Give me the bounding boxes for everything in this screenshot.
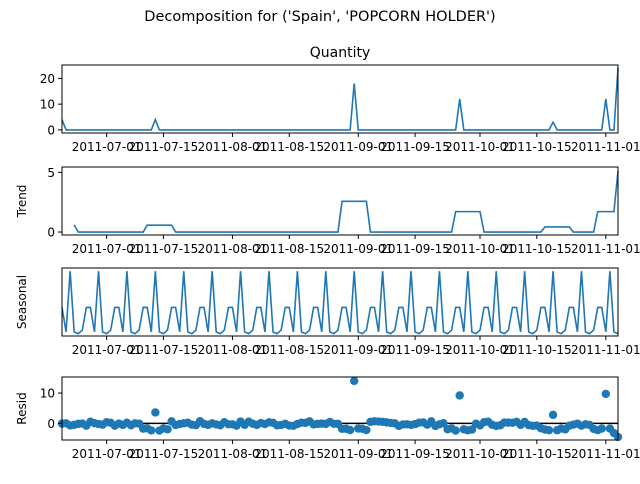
x-tick-label: 2011-08-01 bbox=[198, 343, 268, 357]
x-tick-label: 2011-07-01 bbox=[72, 242, 142, 256]
x-tick-label: 2011-07-01 bbox=[72, 140, 142, 154]
resid-point bbox=[345, 425, 355, 435]
subplot-title: Quantity bbox=[310, 45, 371, 61]
quantity-series-line bbox=[61, 68, 619, 131]
x-tick-label: 2011-07-01 bbox=[72, 343, 142, 357]
resid-point bbox=[350, 376, 359, 386]
axes-frame bbox=[61, 64, 619, 134]
x-tick-label: 2011-10-15 bbox=[502, 447, 572, 461]
y-tick-label: 20 bbox=[40, 72, 55, 86]
x-tick-label: 2011-08-01 bbox=[198, 140, 268, 154]
x-tick-label: 2011-10-15 bbox=[502, 140, 572, 154]
y-tick-label: 0 bbox=[47, 226, 55, 240]
resid-point bbox=[544, 426, 554, 435]
x-tick-label: 2011-10-01 bbox=[445, 242, 515, 256]
resid-point bbox=[601, 389, 611, 399]
x-tick-label: 2011-10-01 bbox=[445, 140, 515, 154]
x-tick-label: 2011-08-15 bbox=[254, 242, 324, 256]
x-tick-label: 2011-08-15 bbox=[254, 447, 324, 461]
x-tick-label: 2011-11-01 bbox=[571, 343, 640, 357]
trend-series-line bbox=[73, 171, 619, 233]
x-tick-label: 2011-09-15 bbox=[380, 343, 450, 357]
x-tick-label: 2011-09-01 bbox=[323, 447, 393, 461]
resid-point bbox=[163, 425, 172, 434]
resid-point bbox=[548, 410, 558, 420]
resid-point bbox=[362, 425, 371, 435]
y-tick-label: 10 bbox=[40, 98, 55, 112]
seasonal-series-line bbox=[61, 271, 619, 335]
resid-point bbox=[467, 425, 477, 434]
resid-point bbox=[147, 426, 156, 435]
x-tick-label: 2011-09-01 bbox=[323, 242, 393, 256]
x-tick-label: 2011-10-01 bbox=[445, 343, 515, 357]
resid-point bbox=[151, 408, 160, 417]
x-tick-label: 2011-08-01 bbox=[198, 242, 268, 256]
axes-frame bbox=[61, 267, 619, 337]
resid-point bbox=[439, 418, 448, 428]
y-tick-label: 10 bbox=[40, 387, 55, 401]
x-tick-label: 2011-07-15 bbox=[129, 447, 199, 461]
x-tick-label: 2011-08-01 bbox=[198, 447, 268, 461]
x-tick-label: 2011-10-15 bbox=[502, 343, 572, 357]
resid-point bbox=[451, 426, 460, 435]
x-tick-label: 2011-09-15 bbox=[380, 242, 450, 256]
x-tick-label: 2011-10-01 bbox=[445, 447, 515, 461]
x-tick-label: 2011-07-15 bbox=[129, 343, 199, 357]
y-tick-label: 0 bbox=[47, 123, 55, 137]
y-axis-label: Trend bbox=[15, 185, 29, 219]
axes-frame bbox=[61, 376, 619, 441]
y-axis-label: Resid bbox=[15, 392, 29, 424]
axes-frame bbox=[61, 166, 619, 236]
x-tick-label: 2011-11-01 bbox=[571, 242, 640, 256]
y-axis-label: Seasonal bbox=[15, 275, 29, 329]
resid-point bbox=[597, 424, 606, 433]
x-tick-label: 2011-11-01 bbox=[571, 447, 640, 461]
y-tick-label: 5 bbox=[47, 166, 55, 180]
x-tick-label: 2011-07-01 bbox=[72, 447, 142, 461]
resid-point bbox=[455, 391, 464, 400]
y-tick-label: 0 bbox=[47, 417, 55, 431]
x-tick-label: 2011-09-01 bbox=[323, 343, 393, 357]
x-tick-label: 2011-07-15 bbox=[129, 242, 199, 256]
x-tick-label: 2011-11-01 bbox=[571, 140, 640, 154]
x-tick-label: 2011-09-01 bbox=[323, 140, 393, 154]
x-tick-label: 2011-09-15 bbox=[380, 447, 450, 461]
figure-title: Decomposition for ('Spain', 'POPCORN HOL… bbox=[144, 9, 495, 25]
x-tick-label: 2011-09-15 bbox=[380, 140, 450, 154]
x-tick-label: 2011-08-15 bbox=[254, 343, 324, 357]
x-tick-label: 2011-08-15 bbox=[254, 140, 324, 154]
x-tick-label: 2011-10-15 bbox=[502, 242, 572, 256]
x-tick-label: 2011-07-15 bbox=[129, 140, 199, 154]
